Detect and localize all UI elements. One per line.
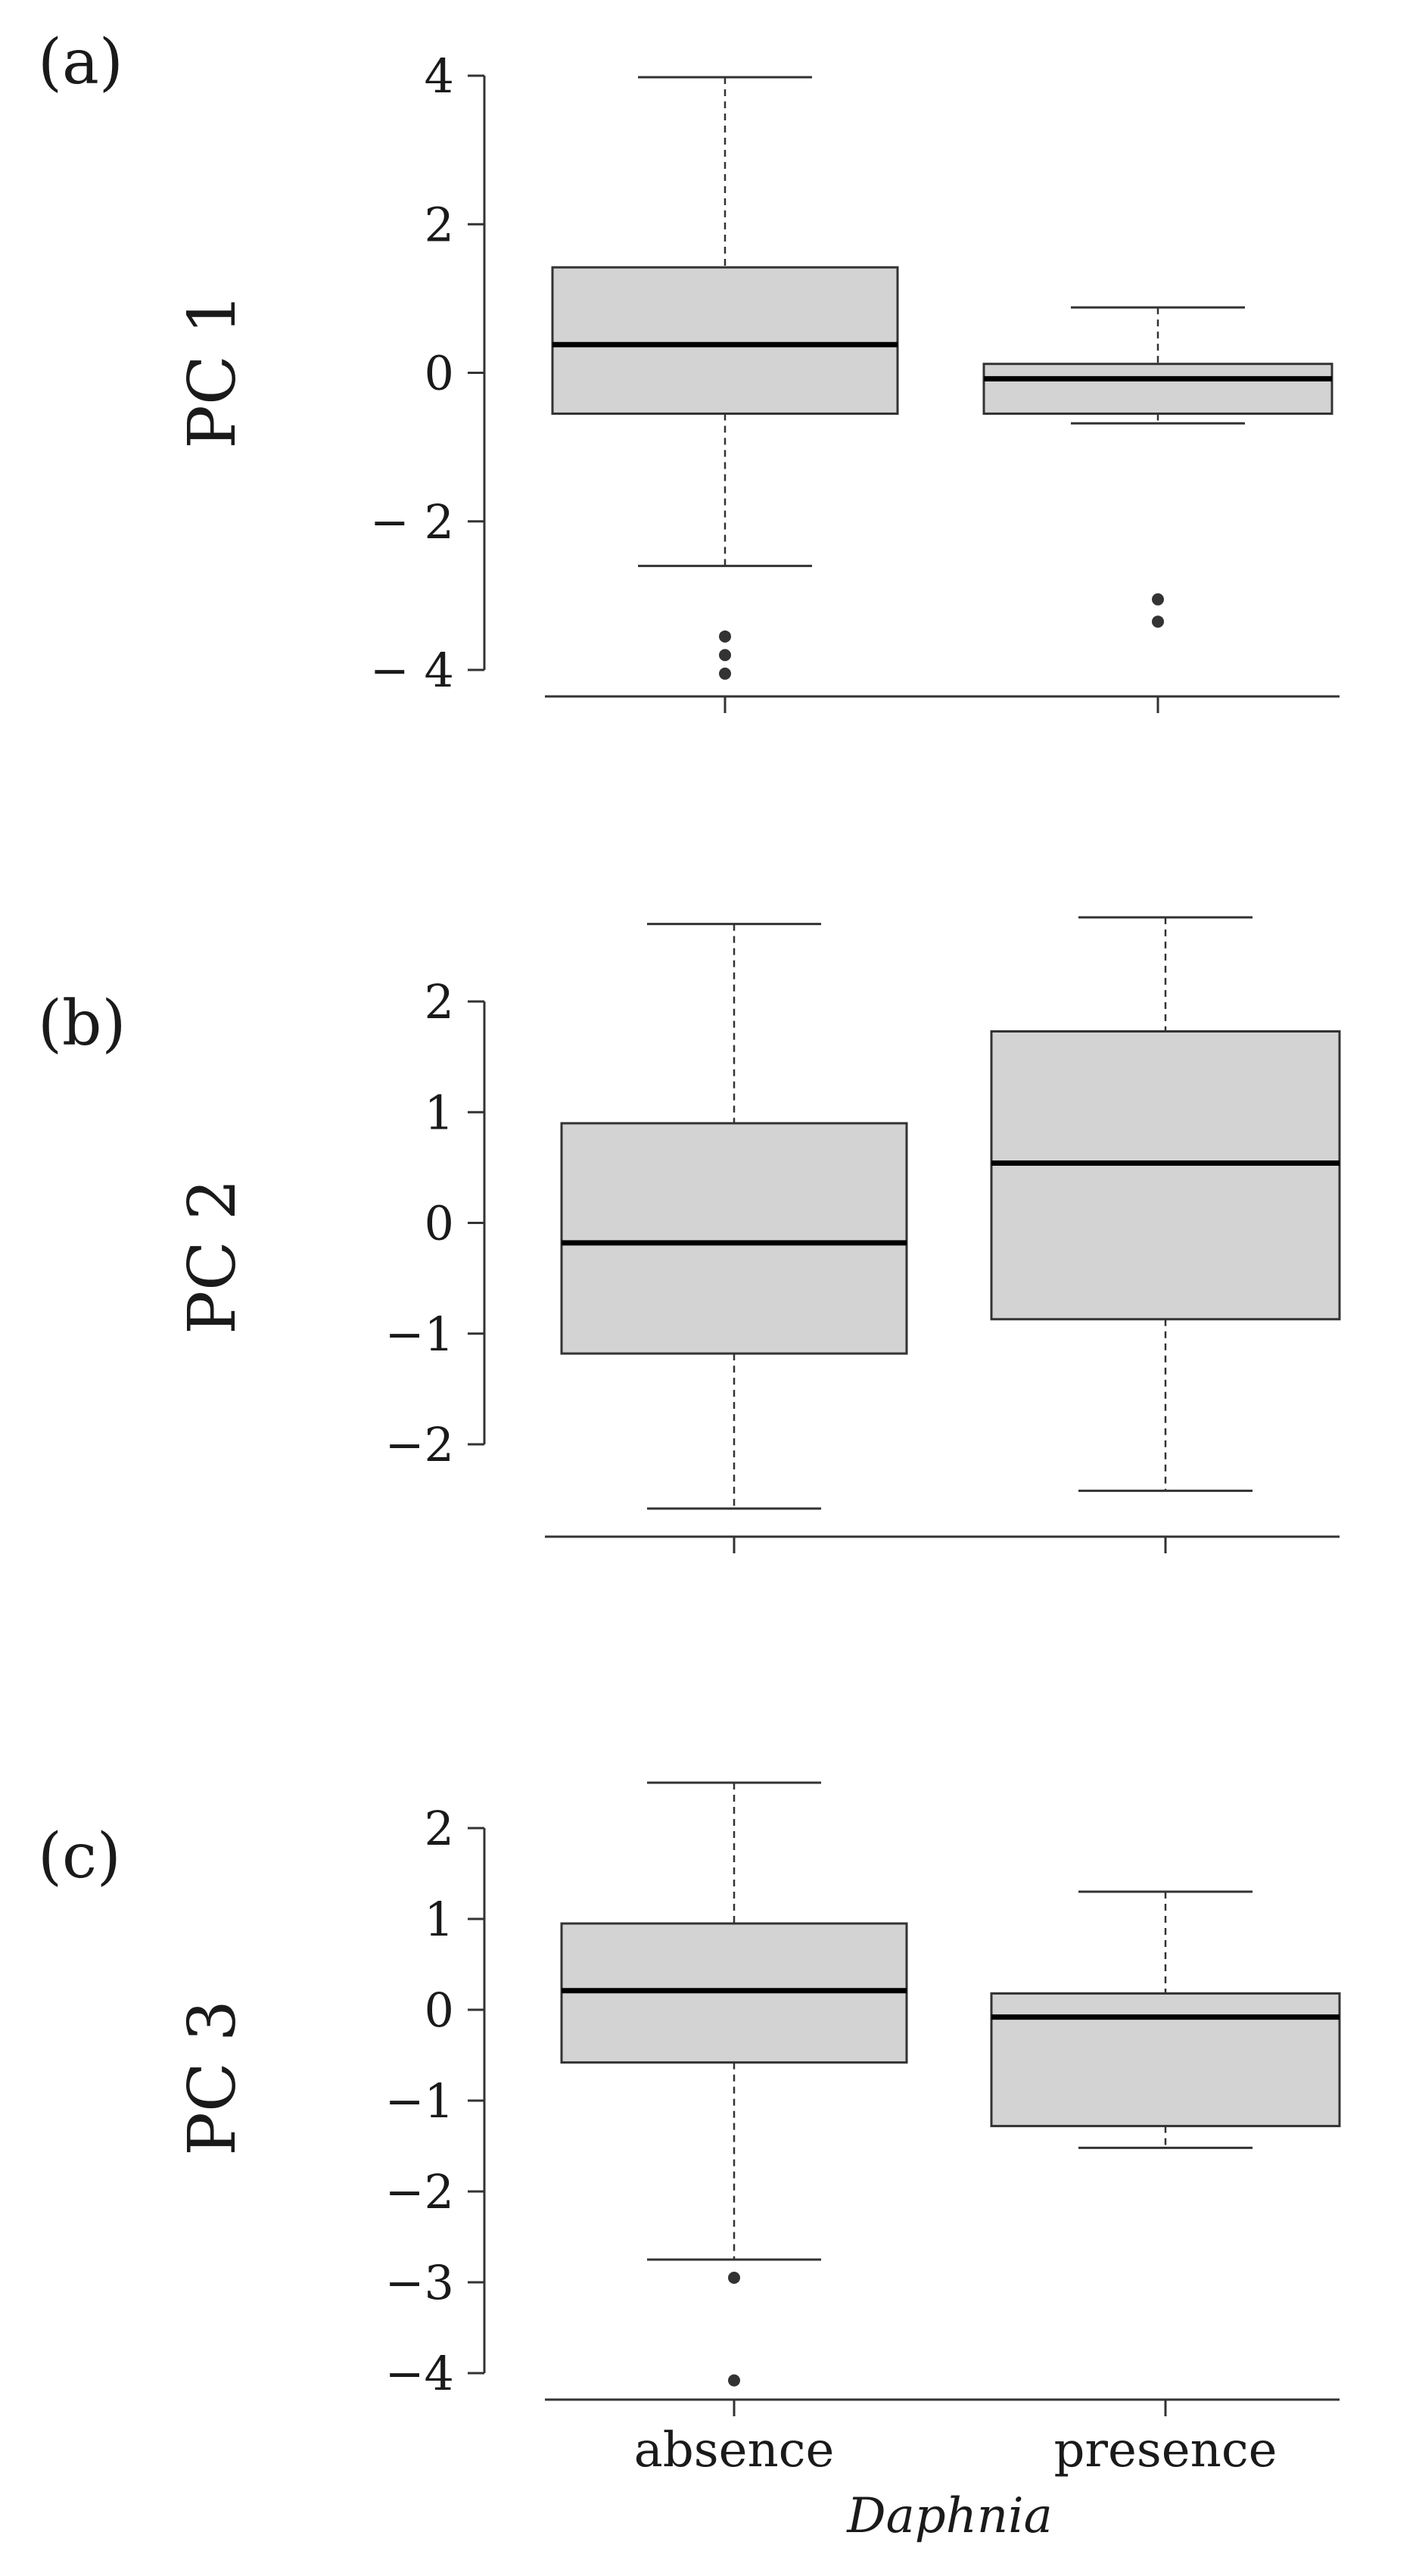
panel-3-y-tick-label: 1: [425, 1892, 454, 1947]
panel-3-y-tick-label: 0: [425, 1983, 454, 2038]
panel-2-y-tick-label: −2: [385, 1417, 454, 1472]
panel-1-y-tick-label: − 4: [370, 643, 454, 698]
panel-3-absence-x-label: absence: [634, 2422, 835, 2478]
panel-1-y-tick-label: 2: [425, 197, 454, 252]
panel-1-y-tick-label: 4: [425, 48, 454, 104]
panel-1-absence-outlier-point: [719, 630, 731, 643]
panel-1-presence-outlier-point: [1152, 593, 1164, 606]
panel-3-absence-outlier-point: [728, 2374, 740, 2387]
panel-3-y-tick-label: −4: [385, 2346, 454, 2401]
panel-2-y-tick-label: 0: [425, 1196, 454, 1251]
panel-1-y-tick-label: − 2: [370, 494, 454, 550]
panel-1-absence-outlier-point: [719, 649, 731, 662]
panel-1-y-axis-title: PC 1: [175, 293, 251, 449]
panel-2-presence-box: [990, 1029, 1341, 1321]
panel-1-absence-box: [551, 266, 899, 415]
panel-3-y-tick-label: 2: [425, 1801, 454, 1856]
panel-2-label: (b): [38, 988, 126, 1060]
panel-2-y-axis-title: PC 2: [175, 1179, 251, 1335]
panel-1-presence-outlier-point: [1152, 615, 1164, 628]
panel-1-presence-box: [982, 363, 1333, 415]
panel-1-absence-outlier-point: [719, 667, 731, 680]
panel-3-absence-outlier-point: [728, 2272, 740, 2284]
panel-2-y-tick-label: 2: [425, 974, 454, 1029]
panel-2-absence-box: [560, 1122, 908, 1355]
panel-1-y-tick-label: 0: [425, 346, 454, 401]
panel-1-label: (a): [38, 26, 123, 98]
panel-2-y-tick-label: −1: [385, 1307, 454, 1362]
panel-3-y-tick-label: −2: [385, 2164, 454, 2219]
panel-3-presence-x-label: presence: [1053, 2422, 1277, 2478]
panel-3-y-tick-label: −1: [385, 2073, 454, 2129]
panel-3-label: (c): [38, 1821, 121, 1892]
panel-2-y-tick-label: 1: [425, 1085, 454, 1140]
panel-3-y-tick-label: −3: [385, 2255, 454, 2310]
panel-3-y-axis-title: PC 3: [175, 2000, 251, 2156]
panel-3-presence-box: [990, 1992, 1341, 2128]
panel-3-x-axis-title: Daphnia: [846, 2488, 1053, 2544]
